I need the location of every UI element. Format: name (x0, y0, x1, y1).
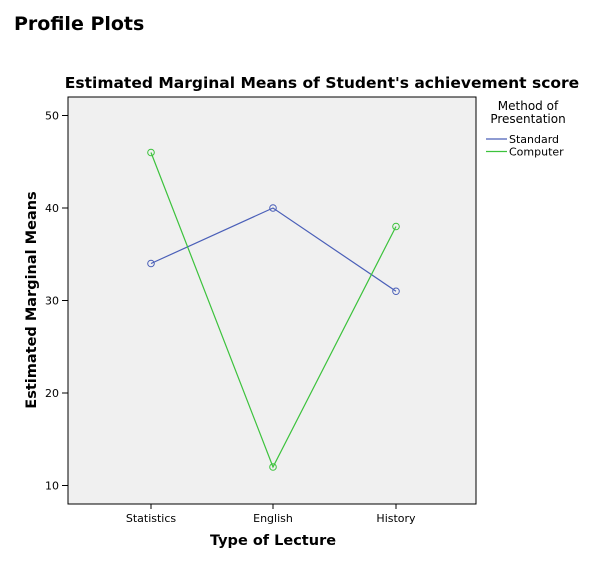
legend-title: Method of (498, 99, 559, 113)
plot-area (67, 96, 477, 505)
data-point-standard (147, 259, 155, 268)
series-line-computer (150, 152, 397, 469)
x-axis: Statistics English History (126, 504, 416, 525)
y-tick-label: 10 (45, 480, 59, 493)
data-point-computer (392, 222, 400, 231)
data-point-standard (392, 287, 400, 296)
data-point-standard (269, 204, 277, 212)
page-title: Profile Plots (14, 13, 145, 35)
y-tick-label: 20 (45, 387, 59, 400)
y-axis: 10 20 30 40 50 (45, 110, 68, 493)
x-tick-label: History (376, 512, 416, 525)
data-point-computer (147, 148, 155, 157)
series-line-standard (150, 207, 397, 292)
y-tick-label: 30 (45, 295, 59, 308)
legend-title: Presentation (490, 112, 565, 126)
series-layer (147, 148, 400, 471)
data-point-computer (269, 463, 277, 471)
x-tick-label: English (253, 512, 293, 525)
legend-entry-standard: Standard (509, 133, 559, 146)
x-tick-label: Statistics (126, 512, 177, 525)
y-tick-label: 40 (45, 202, 59, 215)
y-tick-label: 50 (45, 110, 59, 123)
x-axis-title: Type of Lecture (210, 533, 336, 549)
legend-entry-computer: Computer (509, 146, 564, 159)
y-axis-title: Estimated Marginal Means (24, 191, 40, 408)
chart-title: Estimated Marginal Means of Student's ac… (65, 74, 579, 92)
